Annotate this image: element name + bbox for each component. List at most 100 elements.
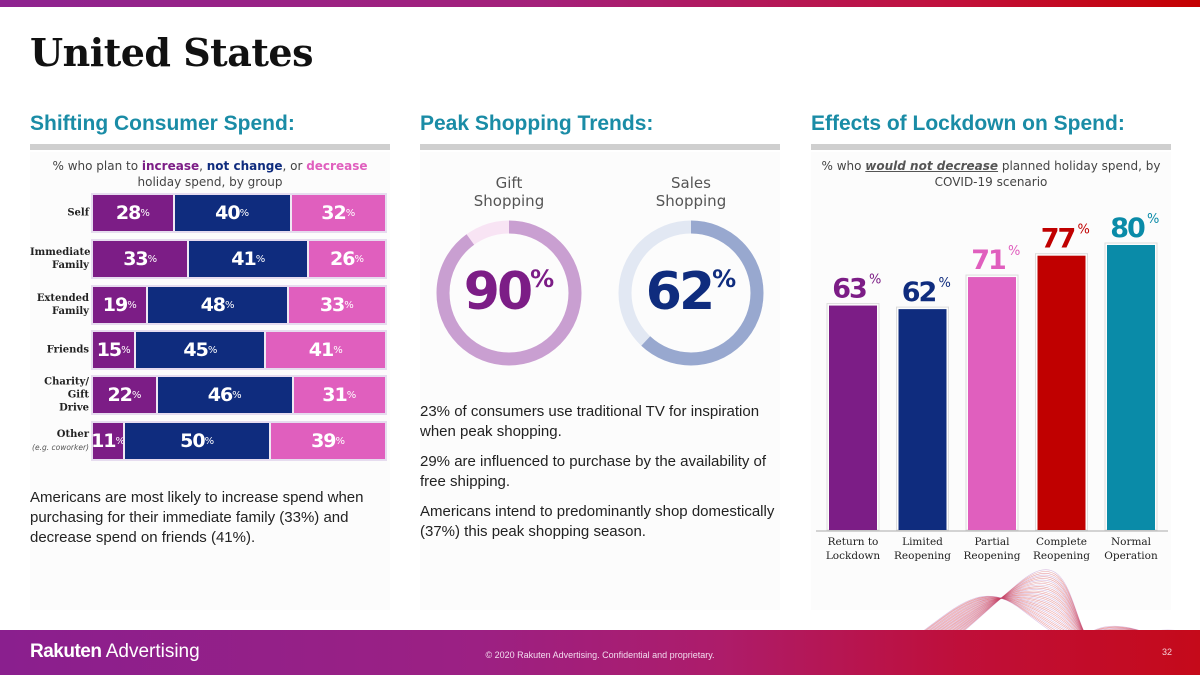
category-label: Extended Family bbox=[36, 293, 89, 317]
stacked-bar-row: Self 28% 40% 32% bbox=[30, 193, 387, 233]
stacked-bar-row: Charity/Gift Drive 22% 46% 31% bbox=[30, 375, 387, 415]
sales-shopping-donut bbox=[618, 220, 764, 366]
top-accent-bar bbox=[0, 0, 1200, 7]
wave-line bbox=[880, 597, 1200, 660]
data-label: 40 bbox=[215, 202, 240, 224]
bar-segment-decrease: 26% bbox=[309, 241, 385, 277]
stacked-bar-row: Other (e.g. coworker) 11% 50% 39% bbox=[30, 421, 387, 461]
sales-shopping-title: Sales Shopping bbox=[655, 174, 727, 210]
category-note: (e.g. coworker) bbox=[32, 443, 89, 452]
gift-shopping-value: 90% bbox=[463, 262, 555, 322]
stacked-bar: 15% 45% 41% bbox=[91, 330, 387, 370]
data-label: 33 bbox=[319, 294, 345, 316]
stacked-chart-subtitle: % who plan to increase, not change, or d… bbox=[52, 159, 368, 189]
bar-segment-not-change: 48% bbox=[148, 287, 289, 323]
peak-shopping-heading: Peak Shopping Trends: bbox=[420, 112, 654, 135]
category-label: Friends bbox=[46, 344, 89, 356]
data-label-unit: % bbox=[1008, 244, 1020, 259]
donut-arc bbox=[436, 220, 582, 366]
data-label: 62 bbox=[902, 277, 936, 308]
data-label: 19 bbox=[102, 294, 128, 316]
data-label: 63 bbox=[832, 274, 866, 305]
x-tick-label: Return to bbox=[828, 536, 879, 548]
data-label: 28 bbox=[115, 202, 141, 224]
category-label: Self bbox=[67, 207, 89, 219]
data-label: 11 bbox=[93, 430, 117, 452]
x-tick-label: Operation bbox=[1104, 550, 1158, 562]
bar-segment-increase: 28% bbox=[93, 195, 175, 231]
stacked-bar-row: Extended Family 19% 48% 33% bbox=[30, 285, 387, 325]
copyright-text: © 2020 Rakuten Advertising. Confidential… bbox=[485, 650, 715, 660]
lockdown-column-chart: 63 % Return to Lockdown 62 % Limited Reopening 7… bbox=[816, 212, 1168, 562]
stacked-bar: 28% 40% 32% bbox=[91, 193, 387, 233]
section-divider bbox=[30, 144, 390, 150]
bar-limited-reopening bbox=[898, 309, 947, 530]
peak-note-3: Americans intend to predominantly shop d… bbox=[420, 503, 775, 540]
data-label: 26 bbox=[330, 248, 355, 270]
consumer-spend-heading: Shifting Consumer Spend: bbox=[30, 112, 295, 135]
data-label: 46 bbox=[207, 384, 233, 406]
data-label: 33 bbox=[123, 248, 148, 270]
data-label-unit: % bbox=[1147, 212, 1159, 227]
gift-shopping-donut bbox=[436, 220, 582, 366]
bar-segment-increase: 33% bbox=[93, 241, 190, 277]
stacked-bar: 19% 48% 33% bbox=[91, 285, 387, 325]
bar-segment-increase: 15% bbox=[93, 332, 137, 368]
stacked-bar: 11% 50% 39% bbox=[91, 421, 387, 461]
data-label: 77 bbox=[1041, 224, 1075, 255]
category-label: Immediate Family bbox=[30, 247, 91, 271]
footer-bar bbox=[0, 630, 1200, 675]
bar-normal-operation bbox=[1107, 245, 1155, 530]
bar-segment-not-change: 50% bbox=[125, 423, 272, 459]
data-label-unit: % bbox=[869, 273, 881, 288]
data-label: 50 bbox=[180, 430, 205, 452]
rakuten-advertising-logo: Rakuten Advertising bbox=[30, 641, 200, 662]
peak-note-1: 23% of consumers use traditional TV for … bbox=[420, 403, 760, 440]
data-label: 22 bbox=[107, 384, 132, 406]
data-label: 80 bbox=[1110, 213, 1145, 244]
bar-segment-increase: 19% bbox=[93, 287, 149, 323]
category-label: Charity/Gift Drive bbox=[44, 376, 89, 414]
bar-segment-not-change: 41% bbox=[189, 241, 310, 277]
sales-shopping-value: 62% bbox=[645, 262, 737, 322]
wave-line bbox=[880, 597, 1200, 660]
data-label: 39 bbox=[311, 430, 336, 452]
bar-segment-decrease: 41% bbox=[266, 332, 385, 368]
data-label: 32 bbox=[321, 202, 346, 224]
data-label: 48 bbox=[200, 294, 226, 316]
bar-segment-not-change: 45% bbox=[136, 332, 267, 368]
bar-segment-not-change: 46% bbox=[157, 377, 294, 413]
x-tick-label: Limited bbox=[902, 536, 943, 548]
bar-segment-increase: 11% bbox=[93, 423, 126, 459]
column-chart-subtitle: % who would not decrease planned holiday… bbox=[821, 159, 1161, 189]
bar-return-to-lockdown bbox=[829, 305, 877, 530]
x-tick-label: Normal bbox=[1111, 536, 1152, 548]
bar-segment-decrease: 33% bbox=[288, 287, 385, 323]
data-label: 15 bbox=[96, 339, 122, 361]
x-tick-label: Reopening bbox=[1033, 550, 1090, 562]
category-label: Other (e.g. coworker) bbox=[30, 428, 89, 454]
bar-segment-decrease: 39% bbox=[271, 423, 385, 459]
stacked-bar: 33% 41% 26% bbox=[91, 239, 387, 279]
x-tick-label: Reopening bbox=[894, 550, 951, 562]
data-label: 31 bbox=[322, 384, 347, 406]
data-label: 45 bbox=[183, 339, 208, 361]
consumer-spend-summary: Americans are most likely to increase sp… bbox=[30, 489, 364, 546]
data-label-unit: % bbox=[939, 276, 951, 291]
bar-complete-reopening bbox=[1037, 255, 1086, 530]
section-divider bbox=[811, 144, 1171, 150]
data-label: 41 bbox=[308, 339, 334, 361]
page-number: 32 bbox=[1161, 647, 1172, 657]
x-tick-label: Partial bbox=[974, 536, 1010, 548]
x-tick-label: Lockdown bbox=[826, 550, 881, 562]
bar-segment-decrease: 31% bbox=[293, 377, 385, 413]
peak-note-2: 29% are influenced to purchase by the av… bbox=[420, 453, 767, 490]
stacked-bar-row: Immediate Family 33% 41% 26% bbox=[30, 239, 387, 279]
data-label-unit: % bbox=[1078, 223, 1090, 238]
data-label: 71 bbox=[971, 245, 1005, 276]
data-label: 41 bbox=[231, 248, 256, 270]
stacked-bar-row: Friends 15% 45% 41% bbox=[30, 330, 387, 370]
lockdown-heading: Effects of Lockdown on Spend: bbox=[811, 112, 1125, 135]
donut-arc bbox=[618, 220, 764, 366]
gift-shopping-title: Gift Shopping bbox=[473, 174, 545, 210]
